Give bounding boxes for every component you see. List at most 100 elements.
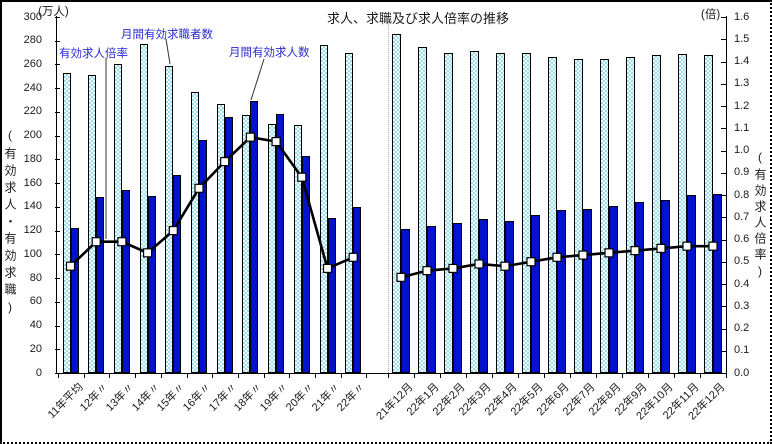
left-axis-tick-label: 280 <box>23 34 42 47</box>
seekers-bar <box>62 72 71 373</box>
x-axis-tick <box>621 374 623 378</box>
left-axis-tick <box>55 40 60 42</box>
x-axis-tick <box>673 374 675 378</box>
x-axis-tick <box>289 374 291 378</box>
seekers-bar <box>522 52 531 373</box>
x-axis-tick <box>160 374 162 378</box>
openings-bar <box>224 116 233 373</box>
right-axis-tick <box>721 61 727 63</box>
right-axis-tick <box>721 373 727 374</box>
seekers-bar <box>678 53 687 373</box>
left-axis-tick-label: 260 <box>23 57 42 70</box>
right-axis-tick-label: 1.6 <box>734 10 750 23</box>
openings-bar <box>173 174 182 373</box>
openings-bar <box>276 114 285 373</box>
left-axis-tick <box>55 325 60 327</box>
openings-label-leader-line <box>250 58 265 101</box>
x-axis-line <box>56 373 727 374</box>
x-axis-tick <box>699 374 701 378</box>
seekers-bar <box>113 64 122 373</box>
openings-bar <box>531 215 540 373</box>
left-axis-tick-label: 200 <box>23 129 42 142</box>
left-axis-tick <box>55 183 60 185</box>
group-divider-dotted-line <box>388 18 389 373</box>
left-axis-tick-label: 100 <box>23 247 42 260</box>
x-axis-tick <box>517 374 519 378</box>
left-axis-tick-label: 40 <box>29 319 42 332</box>
x-axis-tick <box>186 374 188 378</box>
left-axis-tick <box>55 254 60 256</box>
seekers-label-leader-line <box>165 38 171 65</box>
right-axis-tick-label: 1.0 <box>734 144 750 156</box>
right-axis-tick <box>721 17 727 18</box>
seekers-bar <box>216 103 225 373</box>
x-axis-tick <box>263 374 265 378</box>
seekers-series-label: 月間有効求職者数 <box>121 29 213 41</box>
seekers-bar <box>652 54 661 373</box>
right-axis-tick-label: 0.6 <box>734 233 750 245</box>
left-axis-tick-label: 300 <box>23 10 42 23</box>
openings-bar <box>661 199 670 373</box>
right-axis-tick-label: 0.7 <box>734 210 750 223</box>
openings-bar <box>301 155 310 373</box>
right-axis-tick-label: 0.2 <box>734 322 750 334</box>
ratio-line <box>69 135 354 271</box>
left-axis-tick-label: 20 <box>29 342 42 355</box>
left-axis-tick-label: 0 <box>35 366 42 379</box>
right-axis-tick <box>721 195 727 196</box>
right-axis-tick-label: 1.5 <box>734 32 750 45</box>
left-axis-tick-label: 180 <box>23 152 42 165</box>
left-axis-tick-label: 220 <box>23 105 42 118</box>
right-axis-tick-label: 1.2 <box>734 99 750 112</box>
seekers-bar <box>268 123 277 373</box>
openings-bar <box>199 140 207 373</box>
seekers-bar <box>345 52 354 373</box>
seekers-bar <box>418 46 427 373</box>
seekers-bar <box>444 52 453 373</box>
openings-bar <box>96 197 105 373</box>
right-axis-title: (有効求人倍率) <box>753 150 767 282</box>
right-axis-tick <box>721 150 727 152</box>
seekers-bar <box>626 57 635 373</box>
x-axis-tick <box>439 374 441 378</box>
left-axis-line <box>56 16 57 374</box>
left-axis-tick <box>55 17 60 18</box>
seekers-bar <box>574 58 583 373</box>
left-axis-tick <box>55 135 60 137</box>
left-axis-tick <box>55 159 60 161</box>
left-axis-tick <box>55 301 60 303</box>
left-axis-tick <box>55 64 60 66</box>
openings-bar <box>327 217 336 373</box>
openings-bar <box>250 101 259 373</box>
left-axis-tick <box>55 373 60 374</box>
left-axis-tick-label: 240 <box>23 81 42 94</box>
x-axis-tick <box>109 374 111 378</box>
right-axis-tick-label: 0.4 <box>734 277 750 290</box>
left-axis-tick <box>55 88 60 90</box>
right-axis-tick-label: 0.5 <box>734 255 750 268</box>
openings-bar <box>479 218 488 373</box>
right-axis-tick-label: 0.3 <box>734 299 750 312</box>
right-axis-tick <box>721 128 727 130</box>
x-axis-tick <box>491 374 493 378</box>
right-axis-tick-label: 0.0 <box>734 366 750 379</box>
x-axis-tick <box>465 374 467 378</box>
x-axis-tick <box>135 374 137 378</box>
seekers-bar <box>293 124 302 373</box>
chart-title: 求人、求職及び求人倍率の推移 <box>327 11 510 26</box>
right-axis-tick-label: 0.8 <box>734 188 750 201</box>
right-axis-tick <box>721 306 727 308</box>
seekers-bar <box>88 75 97 373</box>
x-axis-tick <box>543 374 545 378</box>
openings-bar <box>609 205 618 373</box>
x-axis-tick <box>595 374 597 378</box>
right-axis-tick-label: 1.1 <box>734 121 750 134</box>
left-axis-tick <box>55 278 60 280</box>
right-axis-tick <box>721 172 727 174</box>
seekers-bar <box>191 91 199 373</box>
left-axis-unit: (万人) <box>38 6 69 18</box>
seekers-bar <box>496 52 505 373</box>
left-axis-tick-label: 120 <box>23 224 42 237</box>
seekers-bar <box>470 51 479 373</box>
